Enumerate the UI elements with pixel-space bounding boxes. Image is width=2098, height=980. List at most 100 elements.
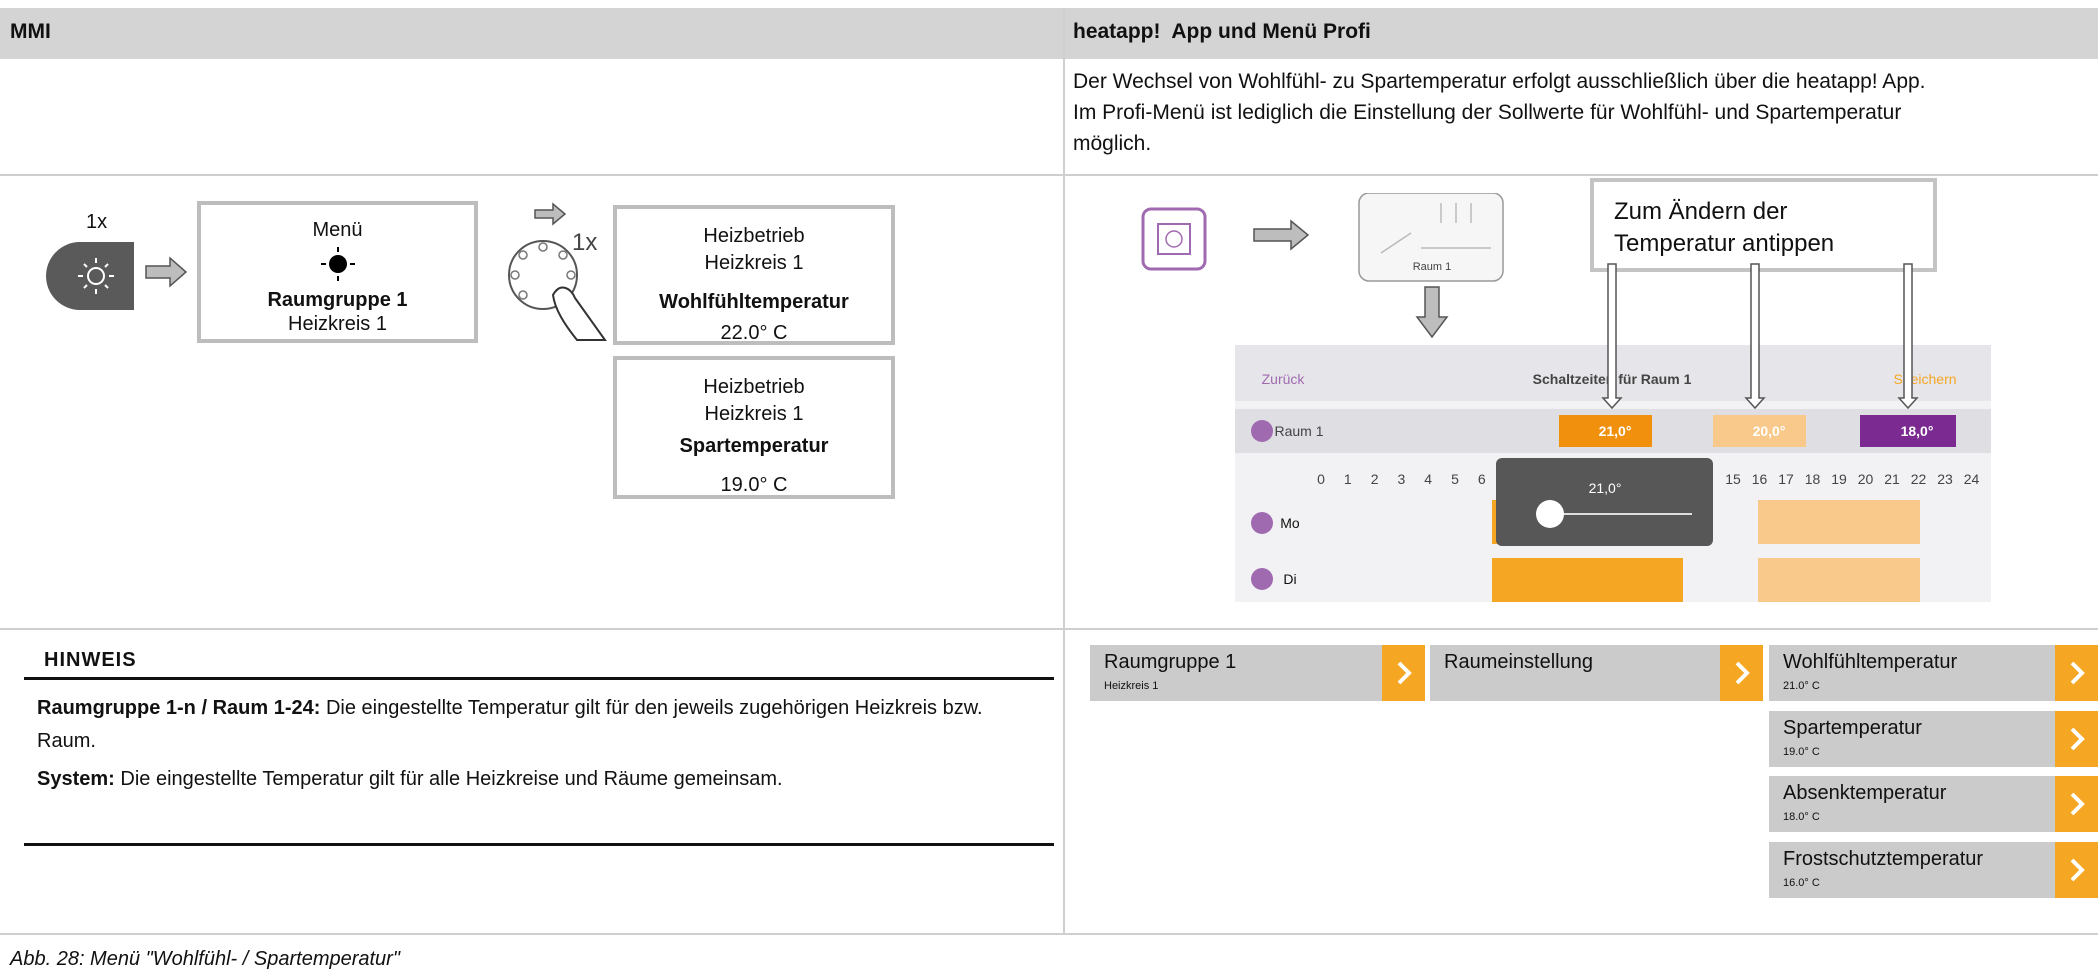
button-icon — [46, 242, 188, 310]
eco-box: Heizbetrieb Heizkreis 1 Spartemperatur 1… — [613, 356, 895, 499]
app-flow — [1141, 193, 1504, 339]
hour-label: 17 — [1778, 471, 1794, 487]
note-rule — [24, 677, 1054, 680]
temp-label: 18,0° — [1900, 423, 1934, 439]
chevron-icon — [2070, 858, 2085, 882]
menu-item: Raumgruppe 1 Heizkreis 1 — [1090, 645, 1425, 701]
note-text: Die eingestellte Temperatur gilt für den… — [37, 697, 983, 752]
caption: Abb. 28: Menü "Wohlfühl- / Spartemperatu… — [10, 948, 400, 970]
temp-button — [1713, 415, 1806, 447]
callout-arrows — [1601, 263, 1919, 410]
menu-title: Wohlfühltemperatur — [1783, 651, 1958, 673]
hour-label: 15 — [1725, 471, 1741, 487]
comfort-box: Heizbetrieb Heizkreis 1 Wohlfühltemperat… — [613, 205, 895, 345]
chevron-icon — [1397, 661, 1412, 685]
note-text: Die eingestellte Temperatur gilt für all… — [120, 768, 783, 790]
hour-label: 22 — [1910, 471, 1927, 487]
slider-knob — [1536, 500, 1564, 528]
hour-label: 1 — [1343, 471, 1352, 487]
box-text: Heizkreis 1 — [704, 252, 804, 274]
temp-button — [1559, 415, 1652, 447]
box-text: Raumgruppe 1 — [267, 289, 408, 311]
sun-icon — [321, 247, 355, 281]
col-line — [1063, 8, 1065, 934]
hour-label: 0 — [1317, 471, 1325, 487]
slider-value: 21,0° — [1588, 480, 1622, 496]
note-bold: System: — [37, 768, 115, 790]
menu-title: Frostschutztemperatur — [1783, 848, 1984, 870]
day-label: Mo — [1280, 515, 1300, 531]
temp-label: 21,0° — [1598, 423, 1632, 439]
intro-line: Im Profi-Menü ist lediglich die Einstell… — [1073, 101, 1902, 124]
chevron-icon — [2070, 727, 2085, 751]
menu-item: Absenktemperatur 18.0° C — [1769, 776, 2098, 832]
note-rule — [24, 843, 1054, 846]
menu-item: Frostschutztemperatur 16.0° C — [1769, 842, 2098, 898]
callout-text: Temperatur antippen — [1614, 230, 1835, 257]
row-line — [0, 174, 2098, 176]
menu-sub: 16.0° C — [1783, 877, 1820, 889]
press-count: 1x — [86, 211, 108, 233]
hour-label: 2 — [1370, 471, 1379, 487]
intro-line: möglich. — [1073, 132, 1152, 155]
box-text: Wohlfühltemperatur — [659, 291, 849, 313]
temp-button — [1860, 415, 1956, 447]
row-line — [0, 933, 2098, 935]
schedule-bar — [1758, 558, 1920, 602]
day-icon — [1251, 512, 1273, 534]
header-right: heatapp! App und Menü Profi — [1073, 20, 1371, 43]
box-text: Spartemperatur — [679, 435, 829, 457]
hour-label: 16 — [1751, 471, 1768, 487]
hour-label: 19 — [1831, 471, 1847, 487]
menu-chevron — [2055, 842, 2098, 898]
hour-label: 18 — [1804, 471, 1821, 487]
thumbnail-label: Raum 1 — [1412, 261, 1452, 273]
menu-chevron — [2055, 776, 2098, 832]
box-text: Heizkreis 1 — [704, 403, 804, 425]
callout-text: Zum Ändern der — [1614, 198, 1788, 225]
app-back: Zurück — [1261, 371, 1305, 387]
schedule-bar — [1492, 558, 1683, 602]
note-title: HINWEIS — [44, 649, 137, 671]
chevron-icon — [2070, 661, 2085, 685]
chevron-icon — [2070, 792, 2085, 816]
schedule-bar — [1758, 500, 1920, 544]
knob-icon — [508, 202, 607, 341]
note-paragraph: Raumgruppe 1-n / Raum 1-24: Die eingeste… — [37, 692, 1047, 758]
menu-title: Raumgruppe 1 — [1104, 651, 1237, 673]
slider-popup — [1496, 458, 1713, 546]
menu-title: Raumeinstellung — [1444, 651, 1593, 673]
callout-box: Zum Ändern der Temperatur antippen — [1590, 178, 1937, 272]
hour-label: 5 — [1451, 471, 1459, 487]
menu-chevron — [1382, 645, 1425, 701]
menu-chevron — [2055, 711, 2098, 767]
box-text: Menü — [312, 219, 363, 241]
hour-label: 4 — [1424, 471, 1433, 487]
slider-track — [1550, 513, 1692, 515]
menu-sub: 21.0° C — [1783, 680, 1820, 692]
note-bold: Raumgruppe 1-n / Raum 1-24: — [37, 697, 321, 719]
room-icon — [1251, 420, 1273, 442]
header-left: MMI — [10, 20, 51, 43]
menu-item: Spartemperatur 19.0° C — [1769, 711, 2098, 767]
menu-sub: 18.0° C — [1783, 811, 1820, 823]
menu-sub: Heizkreis 1 — [1104, 680, 1159, 692]
day-icon — [1251, 568, 1273, 590]
note-paragraph: System: Die eingestellte Temperatur gilt… — [37, 763, 1047, 796]
menu-chevron — [1720, 645, 1763, 701]
hour-label: 24 — [1963, 471, 1980, 487]
menu-title: Absenktemperatur — [1783, 782, 1947, 804]
box-text: 22.0° C — [720, 322, 788, 344]
box-text: Heizkreis 1 — [288, 313, 387, 335]
box-text: Heizbetrieb — [703, 376, 805, 398]
turn-count: 1x — [572, 229, 598, 256]
menu-item: Wohlfühltemperatur 21.0° C — [1769, 645, 2098, 701]
chevron-icon — [1735, 661, 1750, 685]
box-text: 19.0° C — [720, 474, 788, 496]
hour-label: 3 — [1397, 471, 1406, 487]
app-room: Raum 1 — [1274, 423, 1324, 439]
hour-label: 21 — [1884, 471, 1900, 487]
hour-label: 6 — [1477, 471, 1486, 487]
menu-sub: 19.0° C — [1783, 746, 1820, 758]
